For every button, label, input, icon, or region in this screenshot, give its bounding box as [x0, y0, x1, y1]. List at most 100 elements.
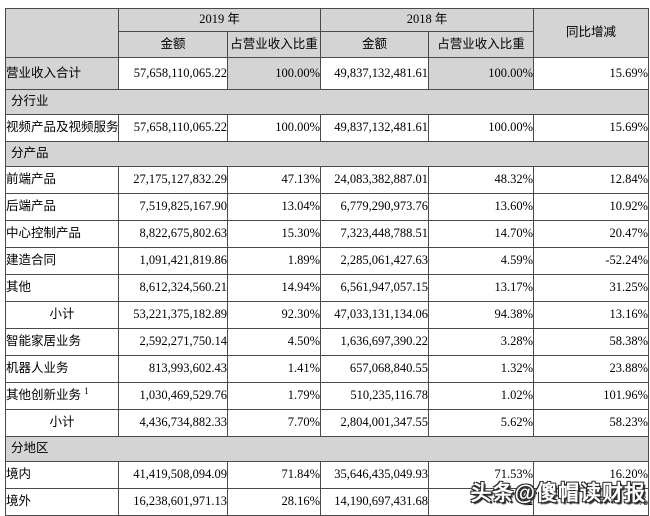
table-row: 境内 41,419,508,094.09 71.84% 35,646,435,049.… — [5, 461, 650, 489]
value-cell: % — [533, 488, 650, 516]
section-label: 分行业 — [4, 89, 650, 115]
header-ratio-2018: 占营业收入比重 — [428, 31, 535, 58]
value-cell: 71.84% — [226, 461, 322, 489]
value-cell: 8,822,675,802.63 — [118, 220, 228, 248]
section-row: 分地区 — [4, 436, 650, 462]
value-cell: 47,033,131,134.06 — [320, 301, 430, 329]
value-cell: 5.62% — [428, 409, 535, 437]
value-cell: 13.04% — [226, 193, 322, 221]
value-cell: 1,091,421,819.86 — [118, 247, 228, 275]
value-cell: 35,646,435,049.93 — [320, 461, 430, 489]
value-cell: 12.84% — [533, 166, 650, 194]
table-row: 后端产品 7,519,825,167.90 13.04% 6,779,290,973.… — [5, 193, 650, 221]
value-cell: 24,083,382,887.01 — [320, 166, 430, 194]
value-cell: 8,612,324,560.21 — [118, 274, 228, 302]
value-cell: 1.79% — [226, 382, 322, 410]
value-cell: 13.16% — [533, 301, 650, 329]
row-label-text: 中心控制产品 — [6, 226, 82, 241]
revenue-breakdown-table: 2019 年 2018 年 同比增减 金额 占营业收入比重 金额 占营业收入比重… — [4, 8, 650, 516]
value-cell: 2 — [428, 488, 535, 516]
value-cell: 28.16% — [226, 488, 322, 516]
header-amount-2019: 金额 — [118, 31, 228, 58]
value-cell: 14.94% — [226, 274, 322, 302]
table-row: 中心控制产品 8,822,675,802.63 15.30% 7,323,448,78… — [5, 220, 650, 248]
value-cell: 100.00% — [428, 57, 535, 90]
header-year-2019: 2019 年 — [117, 8, 322, 32]
row-label: 中心控制产品 — [5, 220, 119, 248]
value-cell: 7,519,825,167.90 — [118, 193, 228, 221]
value-cell: 4.50% — [226, 328, 322, 356]
row-label: 小计 — [5, 301, 119, 329]
value-cell: 53,221,375,182.89 — [118, 301, 228, 329]
row-label-text: 智能家居业务 — [6, 334, 82, 349]
header-corner-cell — [5, 8, 119, 58]
value-cell: 100.00% — [226, 57, 322, 90]
value-cell: 15.69% — [533, 57, 650, 90]
row-label: 智能家居业务 — [5, 328, 119, 356]
value-cell: 1.02% — [428, 382, 535, 410]
value-cell: 4.59% — [428, 247, 535, 275]
table-row: 机器人业务 813,993,602.43 1.41% 657,068,840.55 1.… — [5, 355, 650, 383]
table-row: 境外 16,238,601,971.13 28.16% 14,190,697,431.… — [5, 488, 650, 516]
table-row: 小计 4,436,734,882.33 7.70% 2,804,001,347.55 5… — [5, 409, 650, 437]
value-cell: 71.53% — [428, 461, 535, 489]
value-cell: 1.41% — [226, 355, 322, 383]
value-cell: 27,175,127,832.29 — [118, 166, 228, 194]
row-label: 境外 — [5, 488, 119, 516]
value-cell: 6,779,290,973.76 — [320, 193, 430, 221]
value-cell: 16.20% — [533, 461, 650, 489]
row-label-text: 营业收入合计 — [6, 65, 82, 80]
row-label-text: 后端产品 — [6, 199, 57, 214]
row-label-text: 小计 — [49, 415, 75, 430]
value-cell: 2,285,061,427.63 — [320, 247, 430, 275]
section-label: 分产品 — [4, 141, 650, 167]
value-cell: 2,592,271,750.14 — [118, 328, 228, 356]
value-cell: 16,238,601,971.13 — [118, 488, 228, 516]
header-year-2018: 2018 年 — [320, 8, 535, 32]
value-cell: 14,190,697,431.68 — [320, 488, 430, 516]
value-cell: 57,658,110,065.22 — [118, 57, 228, 90]
value-cell: 6,561,947,057.15 — [320, 274, 430, 302]
value-cell: 92.30% — [226, 301, 322, 329]
row-label-text: 前端产品 — [6, 172, 57, 187]
value-cell: 41,419,508,094.09 — [118, 461, 228, 489]
value-cell: 58.23% — [533, 409, 650, 437]
value-cell: 23.88% — [533, 355, 650, 383]
value-cell: -52.24% — [533, 247, 650, 275]
value-cell: 48.32% — [428, 166, 535, 194]
value-cell: 1,636,697,390.22 — [320, 328, 430, 356]
row-label: 前端产品 — [5, 166, 119, 194]
table-row: 其他 8,612,324,560.21 14.94% 6,561,947,057.15… — [5, 274, 650, 302]
value-cell: 100.00% — [226, 114, 322, 142]
row-label: 后端产品 — [5, 193, 119, 221]
value-cell: 13.17% — [428, 274, 535, 302]
header-amount-2018: 金额 — [320, 31, 430, 58]
value-cell: 57,658,110,065.22 — [118, 114, 228, 142]
value-cell: 100.00% — [428, 114, 535, 142]
row-label: 营业收入合计 — [5, 57, 119, 90]
value-cell: 1,030,469,529.76 — [118, 382, 228, 410]
value-cell: 49,837,132,481.61 — [320, 114, 430, 142]
value-cell: 3.28% — [428, 328, 535, 356]
row-label: 其他创新业务 1 — [5, 382, 119, 410]
value-cell: 2,804,001,347.55 — [320, 409, 430, 437]
header-yoy-change: 同比增减 — [533, 8, 650, 58]
value-cell: 15.30% — [226, 220, 322, 248]
row-label: 小计 — [5, 409, 119, 437]
table-body: 营业收入合计 57,658,110,065.22 100.00% 49,837,132… — [4, 57, 650, 516]
row-label: 境内 — [5, 461, 119, 489]
header-ratio-2019: 占营业收入比重 — [226, 31, 322, 58]
value-cell: 7,323,448,788.51 — [320, 220, 430, 248]
row-label-text: 机器人业务 — [6, 361, 69, 376]
row-label: 其他 — [5, 274, 119, 302]
footnote-marker: 1 — [84, 386, 89, 397]
value-cell: 510,235,116.78 — [320, 382, 430, 410]
value-cell: 20.47% — [533, 220, 650, 248]
value-cell: 94.38% — [428, 301, 535, 329]
table-row: 建造合同 1,091,421,819.86 1.89% 2,285,061,427.6… — [5, 247, 650, 275]
value-cell: 13.60% — [428, 193, 535, 221]
value-cell: 58.38% — [533, 328, 650, 356]
value-cell: 31.25% — [533, 274, 650, 302]
row-label-text: 境内 — [6, 467, 32, 482]
